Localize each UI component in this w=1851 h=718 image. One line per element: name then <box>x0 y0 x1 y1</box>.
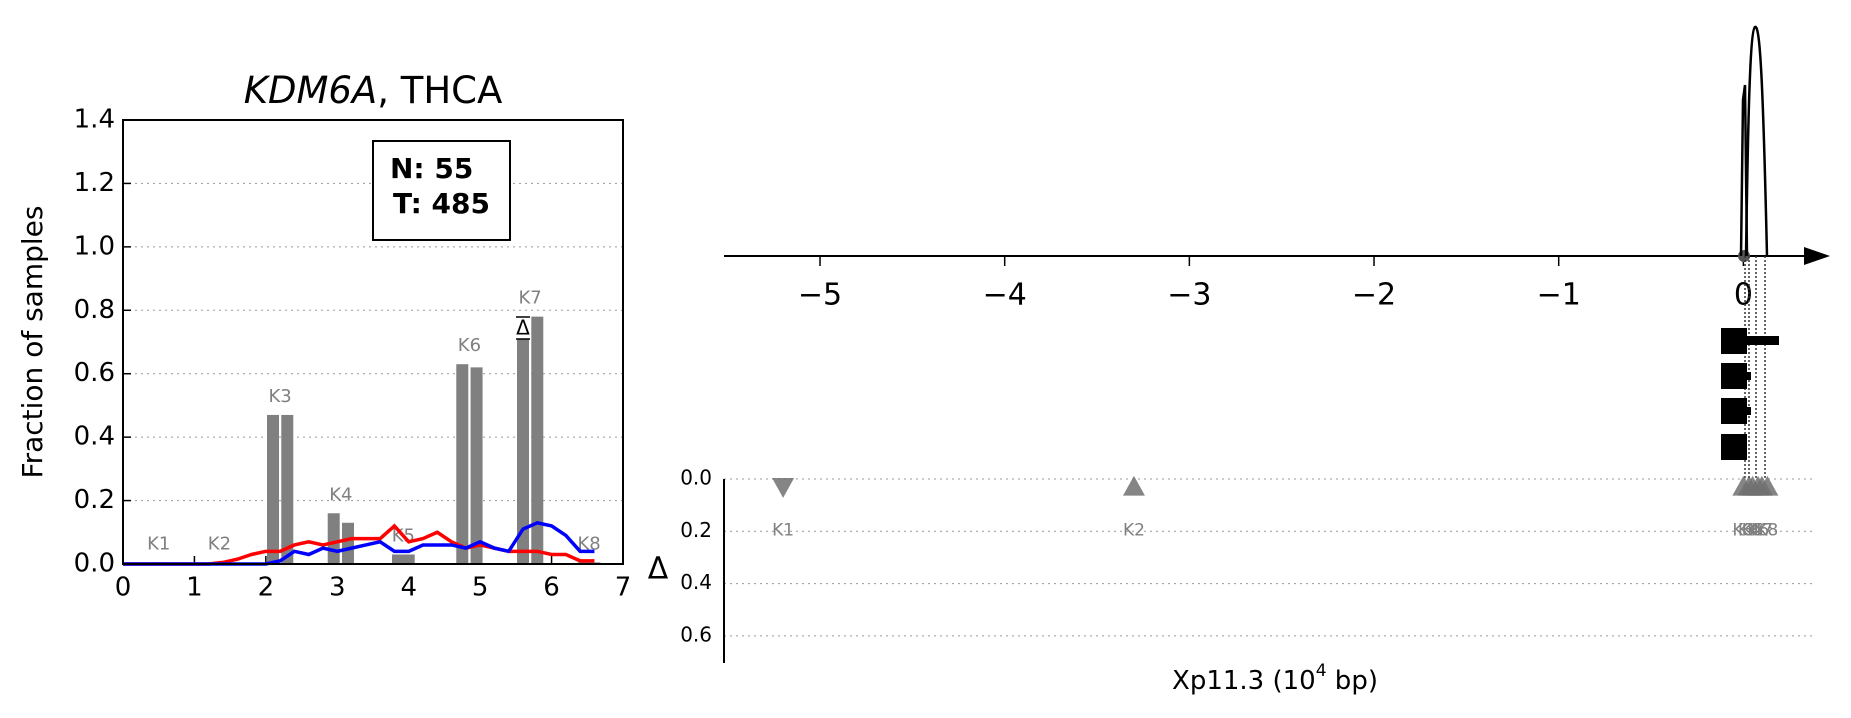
bar <box>342 522 354 564</box>
title-cohort: , THCA <box>377 69 502 112</box>
bar-group-label: K6 <box>458 335 481 356</box>
x-label-sup: 4 <box>1316 661 1327 681</box>
bar <box>402 554 415 564</box>
x-tick-label: 1 <box>186 573 203 603</box>
y-tick-label: 0.6 <box>680 622 712 646</box>
bar-group-label: K1 <box>147 533 170 554</box>
y-tick-label: 1.4 <box>74 105 115 135</box>
x-tick-label: 7 <box>615 573 632 603</box>
chart-title: KDM6A, THCA <box>244 69 503 112</box>
bar-group-label: K2 <box>208 533 231 554</box>
x-tick-label: −4 <box>983 278 1027 313</box>
bar-group-label: K7 <box>519 288 542 309</box>
coverage-spike <box>1739 84 1749 257</box>
marker-label: K8 <box>1756 520 1778 540</box>
y-tick-label: 0.2 <box>680 518 712 542</box>
plot-frame <box>122 119 624 565</box>
y-tick-label: 0.6 <box>74 358 115 388</box>
x-tick-label: −1 <box>1537 278 1581 313</box>
y-tick-label: 0.0 <box>74 549 115 579</box>
x-tick-label: −3 <box>1167 278 1211 313</box>
marker-label: K2 <box>1123 520 1145 540</box>
x-tick-label: 0 <box>115 573 132 603</box>
x-label-part: bp) <box>1327 666 1378 696</box>
bar-group-label: K8 <box>577 533 600 554</box>
bar <box>531 316 544 564</box>
x-label-part: Xp11.3 (10 <box>1172 666 1316 696</box>
marker-label: K3 <box>1732 520 1754 540</box>
bar <box>281 414 294 564</box>
x-axis-label: Xp11.3 (104 bp) <box>1172 661 1378 696</box>
marker-label: K7 <box>1751 520 1773 540</box>
marker-label: K5 <box>1742 520 1764 540</box>
bar-group-label: K3 <box>269 386 292 407</box>
delta-marker <box>1756 475 1779 496</box>
y-tick-label: 1.0 <box>74 231 115 261</box>
delta-marker <box>1122 475 1145 496</box>
delta-marker <box>772 478 795 498</box>
bar <box>470 367 483 564</box>
coverage-peak <box>1744 25 1769 257</box>
bar <box>456 364 469 564</box>
marker-label: K4 <box>1738 520 1760 540</box>
y-tick-label: 0.8 <box>74 295 115 325</box>
x-tick-label: 4 <box>400 573 417 603</box>
axis-arrow <box>1804 247 1830 265</box>
marker-label: K6 <box>1747 520 1769 540</box>
y-axis-label: Fraction of samples <box>16 206 49 479</box>
left-plot: 0.0 0.2 0.4 0.6 0.8 1.0 1.2 1.4 0 1 2 3 4 5 6 7 K1 K2 K3 K4… <box>74 105 632 603</box>
delta-axis-label: Δ <box>648 552 669 587</box>
x-tick-label: 5 <box>472 573 489 603</box>
marker-label: K1 <box>772 520 794 540</box>
legend-text: T: 485 <box>393 187 490 220</box>
legend-text: N: 55 <box>390 152 473 185</box>
x-tick-label: −2 <box>1352 278 1396 313</box>
x-tick-label: 6 <box>543 573 560 603</box>
y-tick-label: 0.0 <box>680 466 712 490</box>
bar <box>392 554 404 564</box>
x-tick-label: −5 <box>798 278 842 313</box>
legend-box <box>372 140 511 241</box>
x-tick-label: 3 <box>329 573 346 603</box>
y-tick-label: 0.4 <box>74 422 115 452</box>
exons <box>1721 328 1779 460</box>
y-tick-label: 0.2 <box>74 485 115 515</box>
x-tick-label: 0 <box>1734 278 1753 313</box>
bar-group-label: K4 <box>329 484 352 505</box>
annotation: Δ <box>516 316 530 340</box>
y-tick-label: 0.4 <box>680 570 712 594</box>
bar <box>517 338 529 564</box>
bar <box>327 513 340 564</box>
bar <box>267 414 279 564</box>
title-gene: KDM6A <box>244 69 378 112</box>
x-tick-label: 2 <box>258 573 275 603</box>
y-tick-label: 1.2 <box>74 168 115 198</box>
